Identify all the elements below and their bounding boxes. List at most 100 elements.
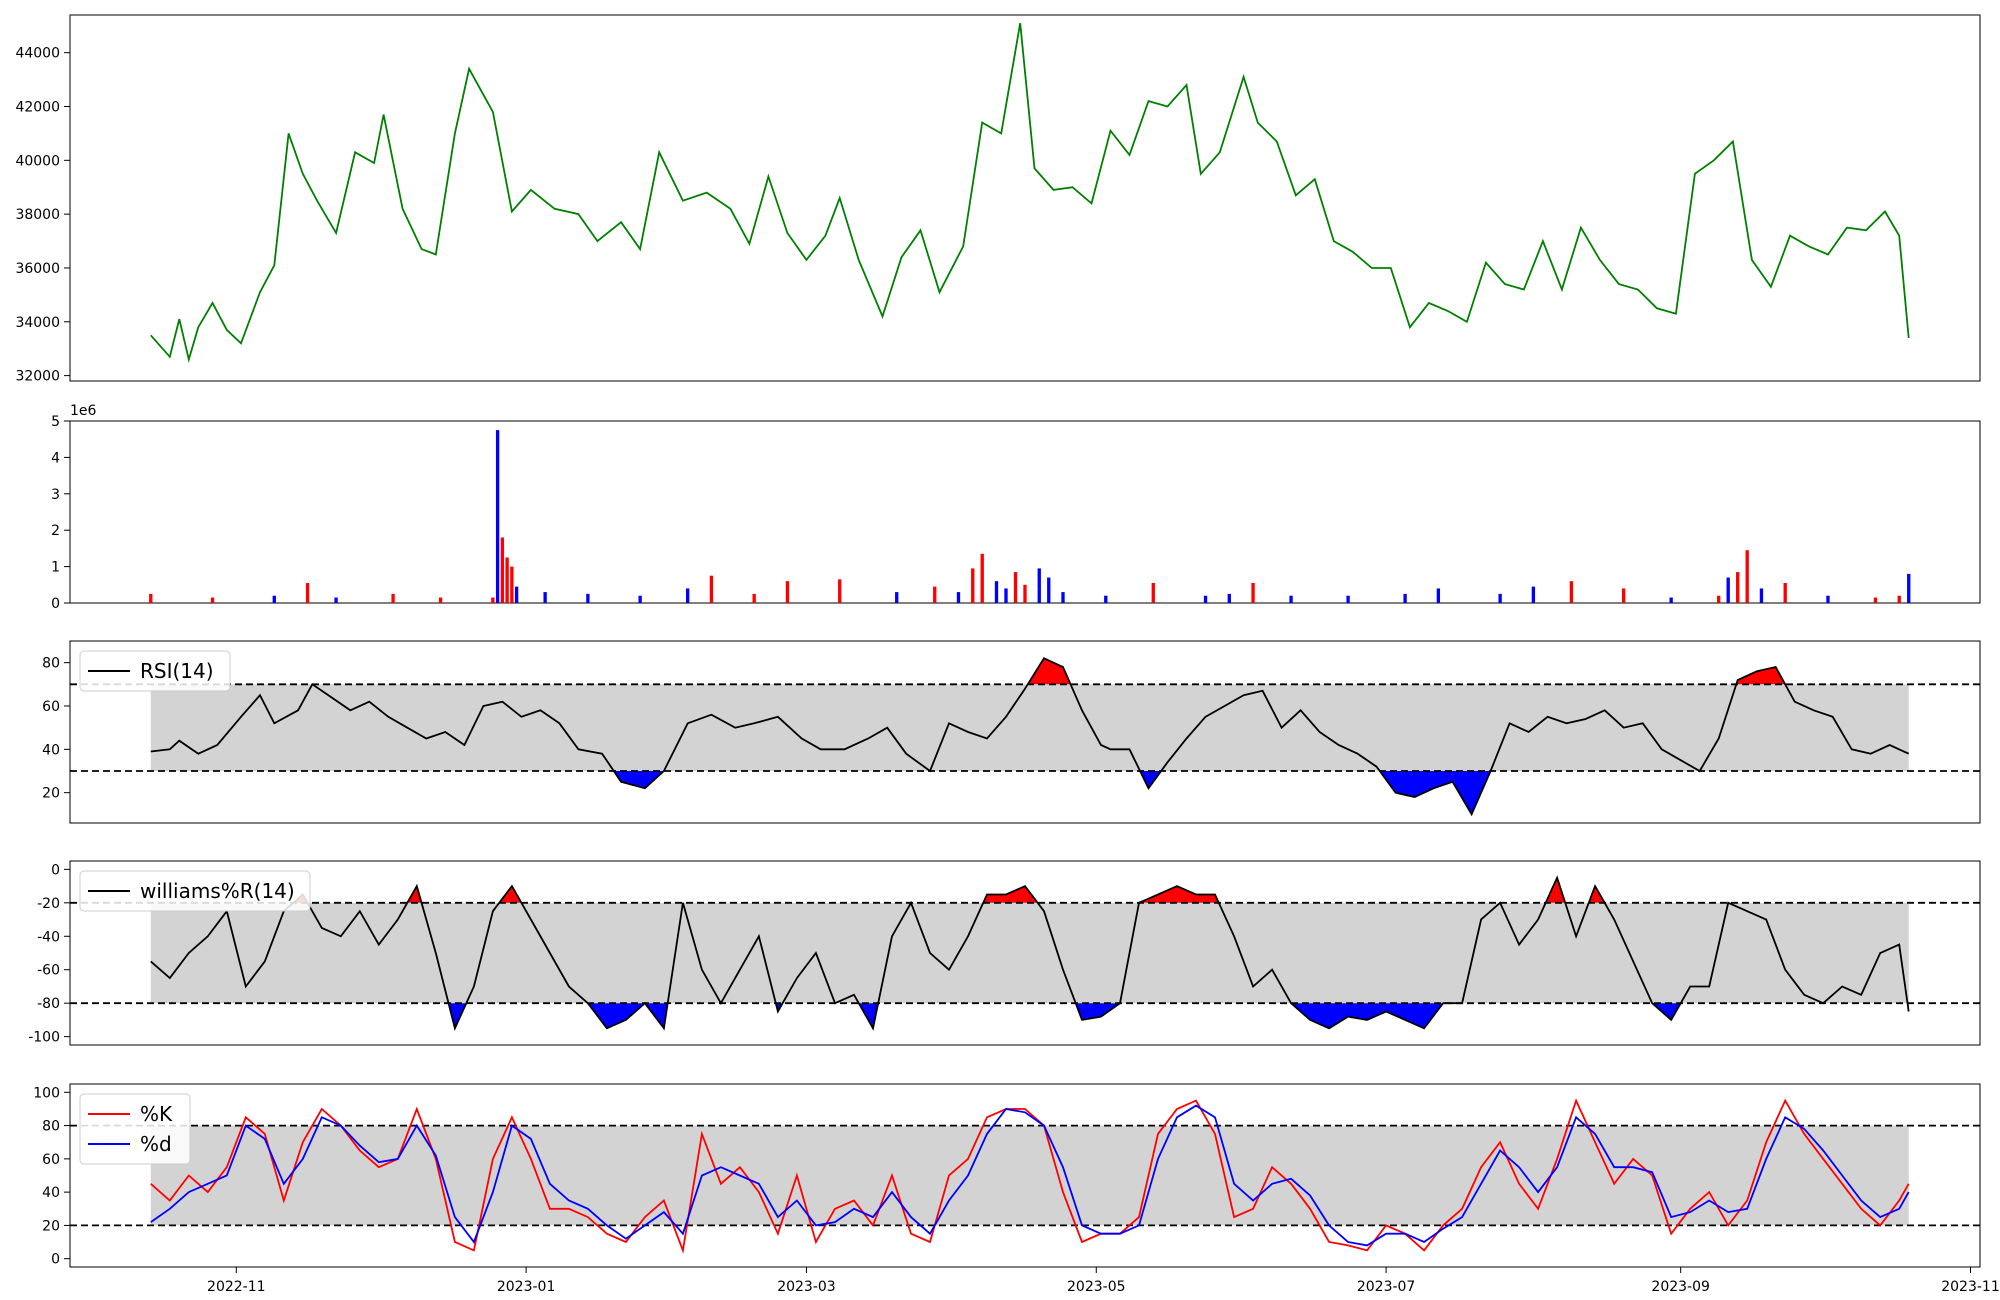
volume-bar — [1104, 595, 1108, 603]
price-ytick-label: 44000 — [15, 46, 60, 62]
volume-bar — [1289, 595, 1293, 603]
rsi-oversold-fill — [1379, 771, 1491, 815]
rsi-legend-box — [79, 650, 231, 692]
x-tick-label: 2023-11 — [1941, 1279, 2000, 1295]
volume-bar — [971, 568, 975, 603]
williams-oversold-fill — [858, 1003, 879, 1029]
x-tick-label: 2023-05 — [1067, 1279, 1126, 1295]
volume-ytick-label: 3 — [51, 487, 60, 503]
volume-bar — [1037, 568, 1041, 603]
volume-bar — [1826, 595, 1830, 603]
rsi-oversold-fill — [613, 771, 664, 789]
williams-ytick-label: 0 — [51, 862, 60, 878]
volume-bar — [895, 592, 899, 603]
volume-bar — [1013, 572, 1018, 603]
volume-bar — [1203, 595, 1208, 603]
volume-bar — [785, 581, 790, 603]
volume-bar — [1759, 588, 1764, 603]
volume-bar — [438, 597, 443, 603]
price-ytick-label: 40000 — [15, 153, 60, 169]
volume-bar — [1669, 597, 1673, 603]
rsi-overbought-fill — [1027, 658, 1071, 685]
price-ytick-label: 38000 — [15, 207, 60, 223]
x-tick-label: 2022-11 — [207, 1279, 266, 1295]
volume-bar — [1151, 582, 1155, 603]
williams-overbought-fill — [1545, 877, 1566, 903]
volume-bar — [1436, 588, 1441, 603]
williams-ytick-label: -40 — [37, 929, 60, 945]
volume-bar — [272, 595, 276, 603]
stochastic-ytick-label: 20 — [42, 1218, 60, 1234]
volume-bar — [1726, 577, 1730, 603]
x-tick-label: 2023-01 — [497, 1279, 556, 1295]
volume-bar — [505, 557, 509, 603]
stochastic-ytick-label: 40 — [42, 1185, 60, 1201]
volume-bar — [1907, 573, 1911, 603]
stochastic-legend-box — [79, 1093, 191, 1165]
volume-bar — [334, 597, 338, 603]
volume-bar — [933, 586, 937, 603]
williams-oversold-fill — [448, 1003, 467, 1029]
williams-legend-box — [79, 870, 311, 912]
volume-bar — [752, 593, 756, 603]
volume-offset-label: 1e6 — [70, 403, 97, 419]
x-axis: 2022-11 2023-01 2023-03 2023-05 2023-07 2023-… — [207, 1267, 2000, 1295]
price-line — [150, 22, 1910, 364]
volume-ytick-label: 2 — [51, 523, 60, 539]
williams-overbought-fill — [1588, 886, 1605, 903]
stochastic-ytick-label: 100 — [33, 1085, 60, 1101]
volume-bar — [994, 581, 999, 603]
volume-bar — [1873, 597, 1878, 603]
volume-bar — [709, 575, 714, 603]
volume-bar — [510, 566, 514, 603]
volume-bar — [1047, 577, 1051, 603]
volume-bar — [1346, 595, 1350, 603]
volume-bar — [305, 582, 310, 603]
volume-bar — [980, 553, 984, 603]
williams-oversold-fill — [1291, 1003, 1444, 1029]
volume-bar — [1783, 582, 1787, 603]
stochastic-legend-label: %d — [140, 1132, 172, 1156]
rsi-ytick-label: 80 — [42, 656, 60, 672]
volume-bar — [149, 593, 153, 603]
stochastic-ytick-label: 80 — [42, 1119, 60, 1135]
stochastic-legend-label: %K — [140, 1102, 173, 1126]
x-tick-label: 2023-09 — [1651, 1279, 1710, 1295]
volume-ytick-label: 5 — [51, 414, 60, 430]
volume-bar — [685, 588, 690, 603]
volume-bar — [491, 597, 495, 603]
volume-bar — [1251, 582, 1255, 603]
volume-bar — [543, 592, 547, 603]
rsi-overbought-fill — [1736, 667, 1786, 685]
williams-overbought-fill — [983, 886, 1038, 903]
volume-ytick-label: 0 — [51, 596, 60, 612]
volume-ytick-label: 4 — [51, 450, 60, 466]
volume-bar — [495, 430, 500, 603]
williams-frame — [69, 860, 1981, 1046]
rsi-band — [150, 684, 1909, 771]
volume-bar — [1227, 593, 1231, 603]
rsi-line — [150, 657, 1910, 817]
volume-bar — [1717, 595, 1721, 603]
volume-bar — [838, 579, 842, 603]
stoch-d-line — [150, 1104, 1910, 1247]
stochastic-ytick-label: 0 — [51, 1252, 60, 1268]
x-tick-label: 2023-07 — [1357, 1279, 1416, 1295]
volume-bar — [514, 586, 519, 603]
volume-bar — [1745, 550, 1749, 603]
legends-layer: RSI(14) williams%R(14) %K %d — [79, 650, 311, 1165]
rsi-ytick-label: 60 — [42, 699, 60, 715]
price-frame — [69, 14, 1981, 382]
williams-ytick-label: -100 — [28, 1030, 60, 1046]
volume-bar — [1004, 588, 1008, 603]
volume-bar — [1023, 584, 1027, 603]
volume-bar — [956, 592, 961, 603]
price-ytick-label: 36000 — [15, 261, 60, 277]
stoch-k-line — [150, 1098, 1910, 1254]
stochastic-ytick-label: 60 — [42, 1152, 60, 1168]
x-tick-label: 2023-03 — [777, 1279, 836, 1295]
williams-overbought-fill — [407, 886, 422, 903]
stochastic-band — [150, 1125, 1909, 1226]
